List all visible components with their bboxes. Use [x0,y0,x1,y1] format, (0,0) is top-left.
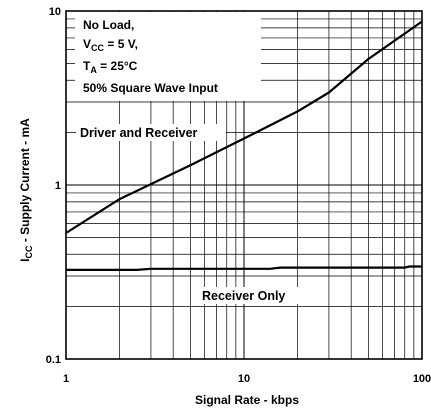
x-tick-label: 1 [63,373,69,385]
series-line-1 [66,265,422,271]
series-label-receiver-only: Receiver Only [202,289,285,303]
y-tick-label: 0.1 [46,354,61,366]
conditions-box [75,12,261,101]
condition-vcc: VCC = 5 V, [83,37,138,53]
series-line-0 [65,20,423,234]
series-label-driver-and-receiver: Driver and Receiver [80,126,198,140]
x-axis-title: Signal Rate - kbps [195,393,299,407]
y-tick-label: 10 [49,6,61,18]
condition-no-load: No Load, [83,18,134,32]
series-layer [65,20,423,271]
x-tick-label: 100 [413,373,431,385]
condition-input: 50% Square Wave Input [83,81,218,95]
y-tick-label: 1 [55,180,61,192]
x-tick-label: 10 [238,373,250,385]
y-tick-labels: 0.1 1 10 [46,6,61,366]
series-label-bg-driver [76,124,226,141]
condition-ta: TA = 25°C [83,59,138,75]
series-label-bg-receiver [197,287,305,304]
x-tick-labels: 1 10 100 [63,373,431,385]
plot-frame [65,10,423,360]
conditions-annotation: No Load, VCC = 5 V, TA = 25°C 50% Square… [75,12,261,101]
y-axis-title: ICC - Supply Current - mA [18,118,34,262]
